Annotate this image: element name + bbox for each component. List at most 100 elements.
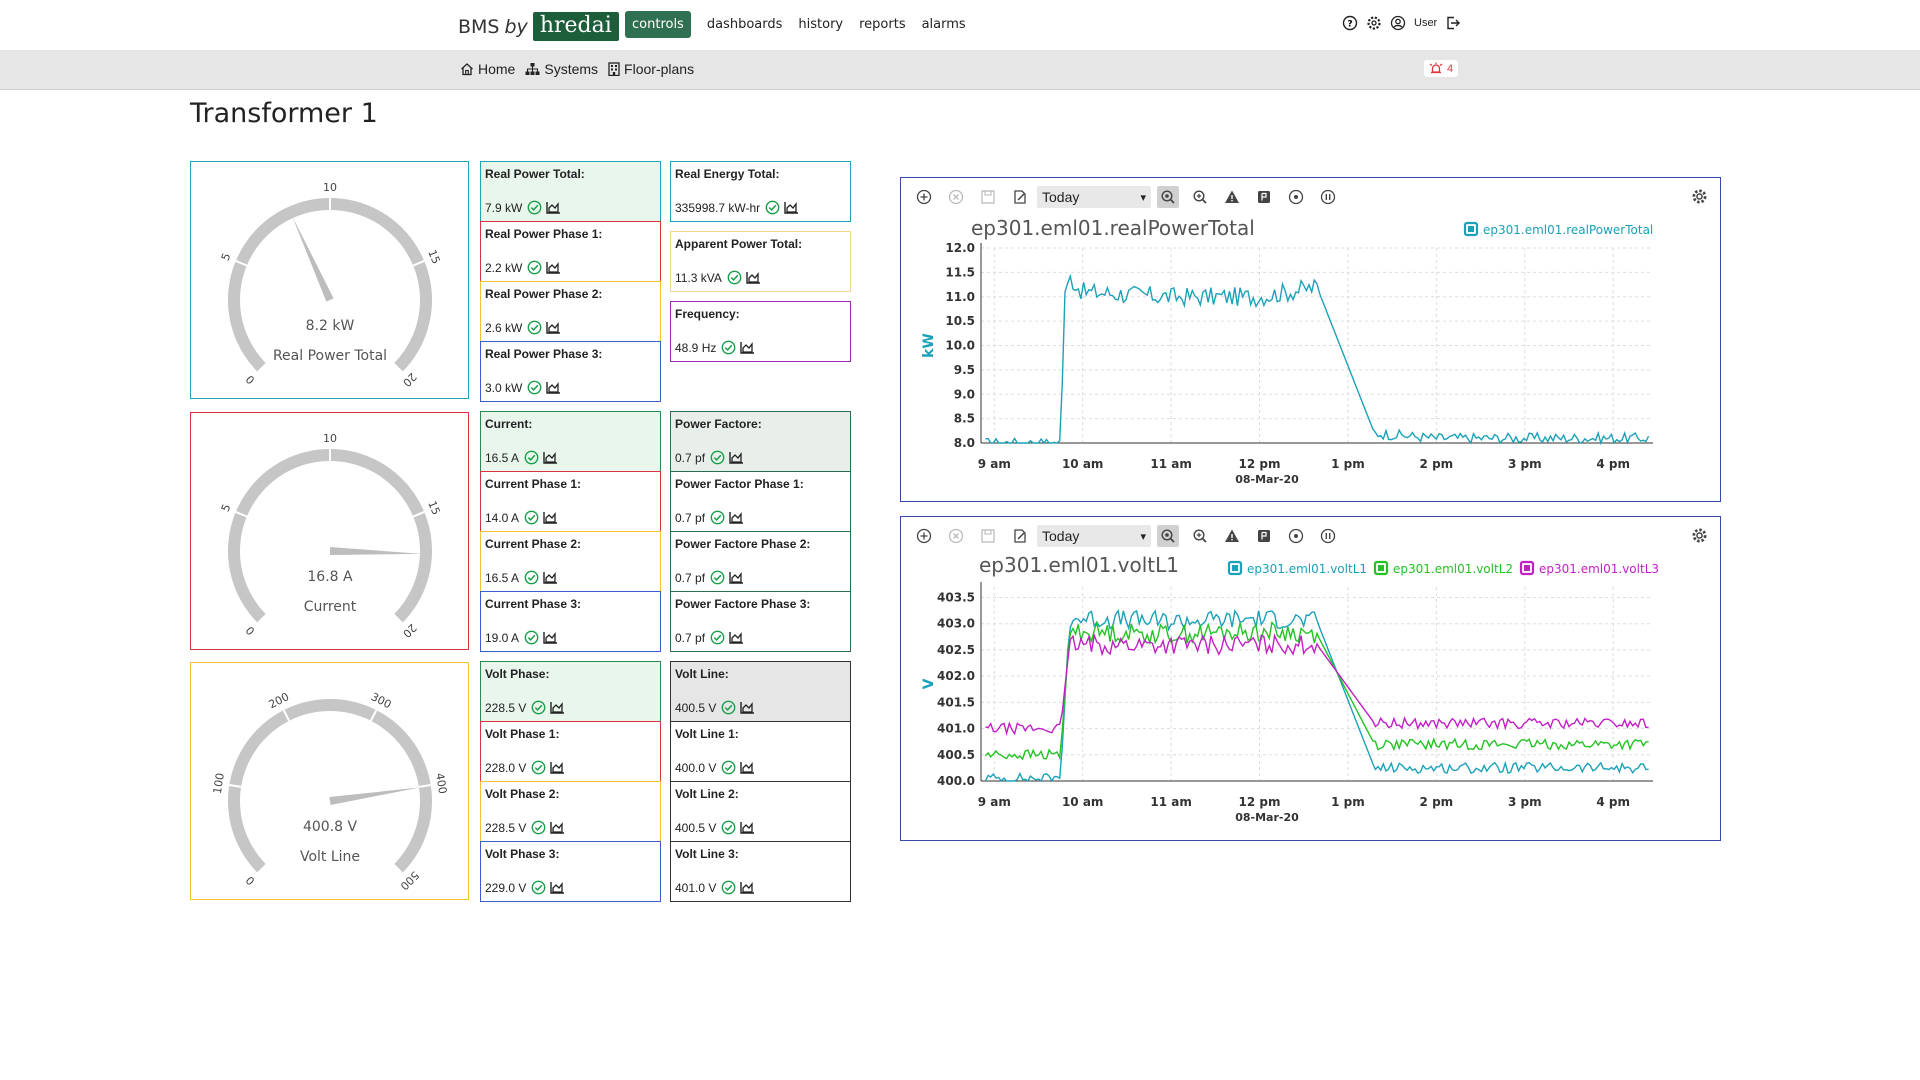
add-circle-icon[interactable] (913, 525, 935, 547)
metric-cell[interactable]: Current: 16.5 A (480, 411, 661, 472)
metric-cell[interactable]: Real Power Phase 3: 3.0 kW (480, 341, 661, 402)
area-chart-icon[interactable] (740, 341, 755, 354)
zoom-in-icon[interactable] (1189, 525, 1211, 547)
metric-cell[interactable]: Volt Line 1: 400.0 V (670, 721, 851, 782)
area-chart-icon[interactable] (546, 381, 561, 394)
metric-value: 401.0 V (675, 880, 717, 895)
nav-dashboards[interactable]: dashboards (706, 17, 783, 32)
area-chart-icon[interactable] (543, 511, 558, 524)
metric-cell[interactable]: Power Factore: 0.7 pf (670, 411, 851, 472)
metric-value: 400.5 V (675, 820, 717, 835)
area-chart-icon[interactable] (729, 451, 744, 464)
remove-circle-icon[interactable] (945, 186, 967, 208)
area-chart-icon[interactable] (550, 761, 565, 774)
chart-settings-icon[interactable] (1691, 527, 1708, 549)
area-chart-icon[interactable] (546, 321, 561, 334)
nav-controls[interactable]: controls (625, 11, 691, 38)
warning-icon[interactable] (1221, 186, 1243, 208)
metric-cell[interactable]: Real Energy Total: 335998.7 kW-hr (670, 161, 851, 222)
metric-cell[interactable]: Power Factore Phase 3: 0.7 pf (670, 591, 851, 652)
logout-icon[interactable] (1445, 15, 1461, 31)
flag-icon[interactable] (1253, 186, 1275, 208)
area-chart-icon[interactable] (746, 271, 761, 284)
legend-label: ep301.eml01.realPowerTotal (1483, 223, 1653, 237)
crumb-home[interactable]: Home (460, 61, 515, 77)
metric-cell[interactable]: Current Phase 3: 19.0 A (480, 591, 661, 652)
time-range-select[interactable]: Today ▾ (1037, 525, 1151, 547)
zoom-fit-icon[interactable] (1157, 186, 1179, 208)
add-circle-icon[interactable] (913, 186, 935, 208)
metric-cell[interactable]: Power Factore Phase 2: 0.7 pf (670, 531, 851, 592)
y-tick-label: 401.0 (937, 722, 975, 736)
pause-circle-icon[interactable] (1317, 186, 1339, 208)
metric-cell[interactable]: Volt Phase 1: 228.0 V (480, 721, 661, 782)
area-chart-icon[interactable] (740, 881, 755, 894)
target-icon[interactable] (1285, 525, 1307, 547)
warning-icon[interactable] (1221, 525, 1243, 547)
area-chart-icon[interactable] (546, 201, 561, 214)
area-chart-icon[interactable] (543, 571, 558, 584)
nav-alarms[interactable]: alarms (921, 17, 966, 32)
crumb-floorplans[interactable]: Floor-plans (608, 61, 694, 77)
nav-history[interactable]: history (798, 17, 844, 32)
flag-icon[interactable] (1253, 525, 1275, 547)
area-chart-icon[interactable] (740, 701, 755, 714)
metric-cell[interactable]: Frequency: 48.9 Hz (670, 301, 851, 362)
legend-item[interactable]: ep301.eml01.realPowerTotal (1463, 221, 1653, 237)
alarm-badge[interactable]: 4 (1424, 60, 1459, 77)
metric-cell[interactable]: Current Phase 2: 16.5 A (480, 531, 661, 592)
metric-cell[interactable]: Volt Phase 2: 228.5 V (480, 781, 661, 842)
chart-settings-icon[interactable] (1691, 188, 1708, 210)
area-chart-icon[interactable] (543, 451, 558, 464)
metric-cell[interactable]: Volt Line 2: 400.5 V (670, 781, 851, 842)
metric-cell[interactable]: Real Power Phase 2: 2.6 kW (480, 281, 661, 342)
zoom-in-icon[interactable] (1189, 186, 1211, 208)
metric-cell[interactable]: Volt Line: 400.5 V (670, 661, 851, 722)
area-chart-icon[interactable] (729, 631, 744, 644)
brand[interactable]: BMS by hredai (458, 12, 619, 41)
user-icon[interactable] (1390, 15, 1406, 31)
edit-doc-icon[interactable] (1009, 186, 1031, 208)
crumb-systems[interactable]: Systems (525, 61, 598, 77)
check-circle-icon (531, 880, 546, 895)
target-icon[interactable] (1285, 186, 1307, 208)
metric-value-row: 335998.7 kW-hr (675, 200, 799, 215)
metric-cell[interactable]: Current Phase 1: 14.0 A (480, 471, 661, 532)
user-label[interactable]: User (1414, 17, 1438, 29)
legend-item[interactable]: ep301.eml01.voltL3 (1519, 560, 1659, 576)
metric-cell[interactable]: Power Factor Phase 1: 0.7 pf (670, 471, 851, 532)
legend-item[interactable]: ep301.eml01.voltL1 (1227, 560, 1367, 576)
edit-doc-icon[interactable] (1009, 525, 1031, 547)
help-circle-icon[interactable]: ? (1342, 15, 1358, 31)
gauge-arc (228, 449, 432, 624)
y-axis-label: V (921, 678, 937, 689)
area-chart-icon[interactable] (729, 571, 744, 584)
remove-circle-icon[interactable] (945, 525, 967, 547)
gear-icon[interactable] (1366, 15, 1382, 31)
zoom-fit-icon[interactable] (1157, 525, 1179, 547)
area-chart-icon[interactable] (784, 201, 799, 214)
area-chart-icon[interactable] (550, 881, 565, 894)
metric-label: Frequency: (675, 307, 740, 321)
gauge-needle (292, 216, 334, 302)
area-chart-icon[interactable] (550, 821, 565, 834)
metric-cell[interactable]: Apparent Power Total: 11.3 kVA (670, 231, 851, 292)
nav-reports[interactable]: reports (859, 17, 906, 32)
area-chart-icon[interactable] (550, 701, 565, 714)
save-icon[interactable] (977, 186, 999, 208)
legend-item[interactable]: ep301.eml01.voltL2 (1373, 560, 1513, 576)
metric-cell[interactable]: Volt Phase 3: 229.0 V (480, 841, 661, 902)
area-chart-icon[interactable] (740, 761, 755, 774)
area-chart-icon[interactable] (543, 631, 558, 644)
metric-cell[interactable]: Real Power Phase 1: 2.2 kW (480, 221, 661, 282)
metric-label: Current Phase 3: (485, 597, 582, 611)
save-icon[interactable] (977, 525, 999, 547)
metric-cell[interactable]: Real Power Total: 7.9 kW (480, 161, 661, 222)
pause-circle-icon[interactable] (1317, 525, 1339, 547)
metric-cell[interactable]: Volt Phase: 228.5 V (480, 661, 661, 722)
metric-cell[interactable]: Volt Line 3: 401.0 V (670, 841, 851, 902)
area-chart-icon[interactable] (729, 511, 744, 524)
time-range-select[interactable]: Today ▾ (1037, 186, 1151, 208)
area-chart-icon[interactable] (546, 261, 561, 274)
area-chart-icon[interactable] (740, 821, 755, 834)
